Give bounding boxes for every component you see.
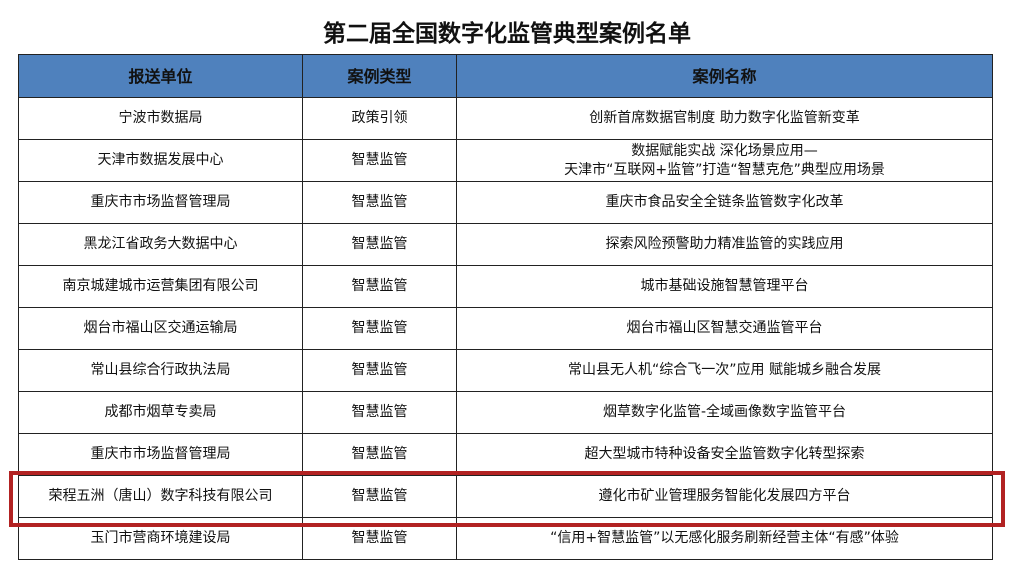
header-name: 案例名称 xyxy=(456,54,993,98)
cell-unit: 宁波市数据局 xyxy=(18,97,303,140)
table-row: 宁波市数据局 政策引领 创新首席数据官制度 助力数字化监管新变革 xyxy=(18,97,993,140)
cell-unit: 天津市数据发展中心 xyxy=(18,139,303,182)
case-name-line: 探索风险预警助力精准监管的实践应用 xyxy=(605,236,844,252)
table-row: 天津市数据发展中心 智慧监管 数据赋能实战 深化场景应用— 天津市“互联网+监管”打造… xyxy=(18,139,993,182)
cell-name: 常山县无人机“综合飞一次”应用 赋能城乡融合发展 xyxy=(456,349,993,392)
cell-unit: 成都市烟草专卖局 xyxy=(18,391,303,434)
cell-name: 探索风险预警助力精准监管的实践应用 xyxy=(456,223,993,266)
cell-type: 智慧监管 xyxy=(302,433,457,476)
cell-unit: 烟台市福山区交通运输局 xyxy=(18,307,303,350)
cell-name: 创新首席数据官制度 助力数字化监管新变革 xyxy=(456,97,993,140)
cell-unit: 重庆市市场监督管理局 xyxy=(18,433,303,476)
table-row: 常山县综合行政执法局 智慧监管 常山县无人机“综合飞一次”应用 赋能城乡融合发展 xyxy=(18,349,993,392)
case-name-line: 天津市“互联网+监管”打造“智慧克危”典型应用场景 xyxy=(564,161,885,178)
table-row: 成都市烟草专卖局 智慧监管 烟草数字化监管-全域画像数字监管平台 xyxy=(18,391,993,434)
page-title: 第二届全国数字化监管典型案例名单 xyxy=(323,20,691,47)
cell-type: 智慧监管 xyxy=(302,349,457,392)
cell-name: 烟草数字化监管-全域画像数字监管平台 xyxy=(456,391,993,434)
cell-unit: 黑龙江省政务大数据中心 xyxy=(18,223,303,266)
case-name-line: 遵化市矿业管理服务智能化发展四方平台 xyxy=(598,488,851,504)
case-name-line: 超大型城市特种设备安全监管数字化转型探索 xyxy=(584,446,865,462)
case-name-line: 烟台市福山区智慧交通监管平台 xyxy=(626,320,823,336)
case-name-line: 重庆市食品安全全链条监管数字化改革 xyxy=(605,194,844,210)
cell-name: 遵化市矿业管理服务智能化发展四方平台 xyxy=(456,475,993,518)
cell-unit: 南京城建城市运营集团有限公司 xyxy=(18,265,303,308)
cell-type: 智慧监管 xyxy=(302,265,457,308)
cell-unit: 重庆市市场监督管理局 xyxy=(18,181,303,224)
header-unit: 报送单位 xyxy=(18,54,303,98)
cell-type: 智慧监管 xyxy=(302,181,457,224)
table-row: 重庆市市场监督管理局 智慧监管 超大型城市特种设备安全监管数字化转型探索 xyxy=(18,433,993,476)
cell-name: 烟台市福山区智慧交通监管平台 xyxy=(456,307,993,350)
table-row: 黑龙江省政务大数据中心 智慧监管 探索风险预警助力精准监管的实践应用 xyxy=(18,223,993,266)
cell-name: 超大型城市特种设备安全监管数字化转型探索 xyxy=(456,433,993,476)
cell-name: 数据赋能实战 深化场景应用— 天津市“互联网+监管”打造“智慧克危”典型应用场景 xyxy=(456,139,993,182)
cell-unit: 荣程五洲（唐山）数字科技有限公司 xyxy=(18,475,303,518)
case-name-line: 创新首席数据官制度 助力数字化监管新变革 xyxy=(589,110,860,126)
table-row: 南京城建城市运营集团有限公司 智慧监管 城市基础设施智慧管理平台 xyxy=(18,265,993,308)
table-row: 重庆市市场监督管理局 智慧监管 重庆市食品安全全链条监管数字化改革 xyxy=(18,181,993,224)
cell-type: 智慧监管 xyxy=(302,139,457,182)
case-name-line: 城市基础设施智慧管理平台 xyxy=(640,278,809,294)
cell-type: 智慧监管 xyxy=(302,307,457,350)
cell-name: 城市基础设施智慧管理平台 xyxy=(456,265,993,308)
case-name-line: 数据赋能实战 深化场景应用— xyxy=(631,142,818,159)
cell-type: 政策引领 xyxy=(302,97,457,140)
case-name-line: 烟草数字化监管-全域画像数字监管平台 xyxy=(602,404,847,420)
case-name-line: “信用+智慧监管”以无感化服务刷新经营主体“有感”体验 xyxy=(550,530,899,546)
header-type: 案例类型 xyxy=(302,54,457,98)
cell-unit: 常山县综合行政执法局 xyxy=(18,349,303,392)
cell-type: 智慧监管 xyxy=(302,391,457,434)
cell-name: 重庆市食品安全全链条监管数字化改革 xyxy=(456,181,993,224)
table-header: 报送单位 案例类型 案例名称 xyxy=(18,54,993,98)
highlight-box xyxy=(9,471,1005,527)
table-row: 烟台市福山区交通运输局 智慧监管 烟台市福山区智慧交通监管平台 xyxy=(18,307,993,350)
case-table: 报送单位 案例类型 案例名称 宁波市数据局 政策引领 创新首席数据官制度 助力数字化… xyxy=(18,54,993,560)
cell-type: 智慧监管 xyxy=(302,223,457,266)
case-name-line: 常山县无人机“综合飞一次”应用 赋能城乡融合发展 xyxy=(568,362,881,378)
